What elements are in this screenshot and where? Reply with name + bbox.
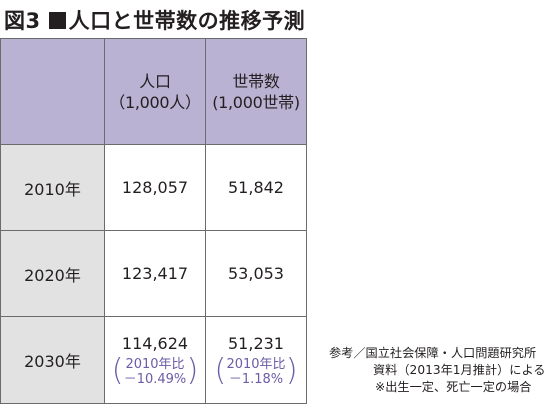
population-change-label: 2010年比 [125,356,185,372]
source-note: 参考／国立社会保障・人口問題研究所 資料（2013年1月推計）による ※出生一定… [329,345,545,396]
year-cell: 2030年 [0,316,105,404]
population-cell: 114,624 ( 2010年比 －10.49% ) [104,316,206,404]
close-paren-icon: ) [285,352,298,388]
square-bullet-icon [48,12,66,29]
table-row: 2030年 114,624 ( 2010年比 －10.49% ) 51,231 … [0,316,307,404]
figure-title-text: 人口と世帯数の推移予測 [68,9,306,33]
close-paren-icon: ) [186,352,199,388]
households-cell: 51,231 ( 2010年比 －1.18% ) [205,316,307,404]
households-change-note: ( 2010年比 －1.18% ) [214,352,297,388]
population-cell: 128,057 [104,144,206,231]
population-change-value: －10.49% [123,371,187,387]
table-row: 2010年 128,057 51,842 [0,144,307,231]
households-value: 51,231 [228,333,284,353]
header-households-unit: (1,000世帯) [212,92,300,112]
header-population-title: 人口 [139,71,171,91]
header-population: 人口 （1,000人） [104,38,206,145]
households-change-label: 2010年比 [226,356,286,372]
header-corner-cell [0,38,105,145]
population-value: 114,624 [121,333,189,353]
year-cell: 2010年 [0,144,105,231]
population-change-note: ( 2010年比 －10.49% ) [111,352,199,388]
source-note-line-2: 資料（2013年1月推計）による [373,363,546,377]
header-population-unit: （1,000人） [109,92,201,112]
population-cell: 123,417 [104,230,206,317]
source-note-line-1: 参考／国立社会保障・人口問題研究所 [329,346,537,360]
households-change-value: －1.18% [228,371,284,387]
open-paren-icon: ( [214,352,227,388]
households-cell: 53,053 [205,230,307,317]
table-header-row: 人口 （1,000人） 世帯数 (1,000世帯) [0,38,307,145]
table-row: 2020年 123,417 53,053 [0,230,307,317]
figure-title: 図3 人口と世帯数の推移予測 [4,5,305,35]
figure-label: 図3 [4,9,41,33]
header-households-title: 世帯数 [232,71,280,91]
open-paren-icon: ( [111,352,124,388]
households-cell: 51,842 [205,144,307,231]
source-note-line-3: ※出生一定、死亡一定の場合 [375,380,532,394]
header-households: 世帯数 (1,000世帯) [205,38,307,145]
year-cell: 2020年 [0,230,105,317]
population-households-table: 人口 （1,000人） 世帯数 (1,000世帯) 2010年 128,057 … [0,38,307,404]
